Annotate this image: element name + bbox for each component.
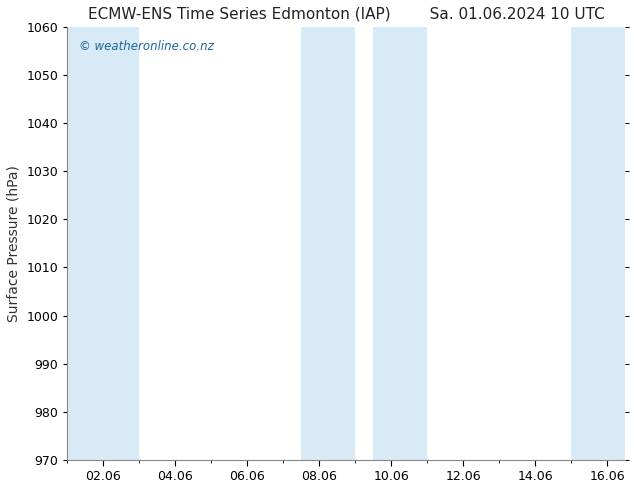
Y-axis label: Surface Pressure (hPa): Surface Pressure (hPa) xyxy=(7,165,21,322)
Bar xyxy=(373,27,427,460)
Bar xyxy=(571,27,625,460)
Bar xyxy=(67,27,139,460)
Title: ECMW-ENS Time Series Edmonton (IAP)        Sa. 01.06.2024 10 UTC: ECMW-ENS Time Series Edmonton (IAP) Sa. … xyxy=(88,7,605,22)
Text: © weatheronline.co.nz: © weatheronline.co.nz xyxy=(79,40,213,53)
Bar xyxy=(301,27,355,460)
